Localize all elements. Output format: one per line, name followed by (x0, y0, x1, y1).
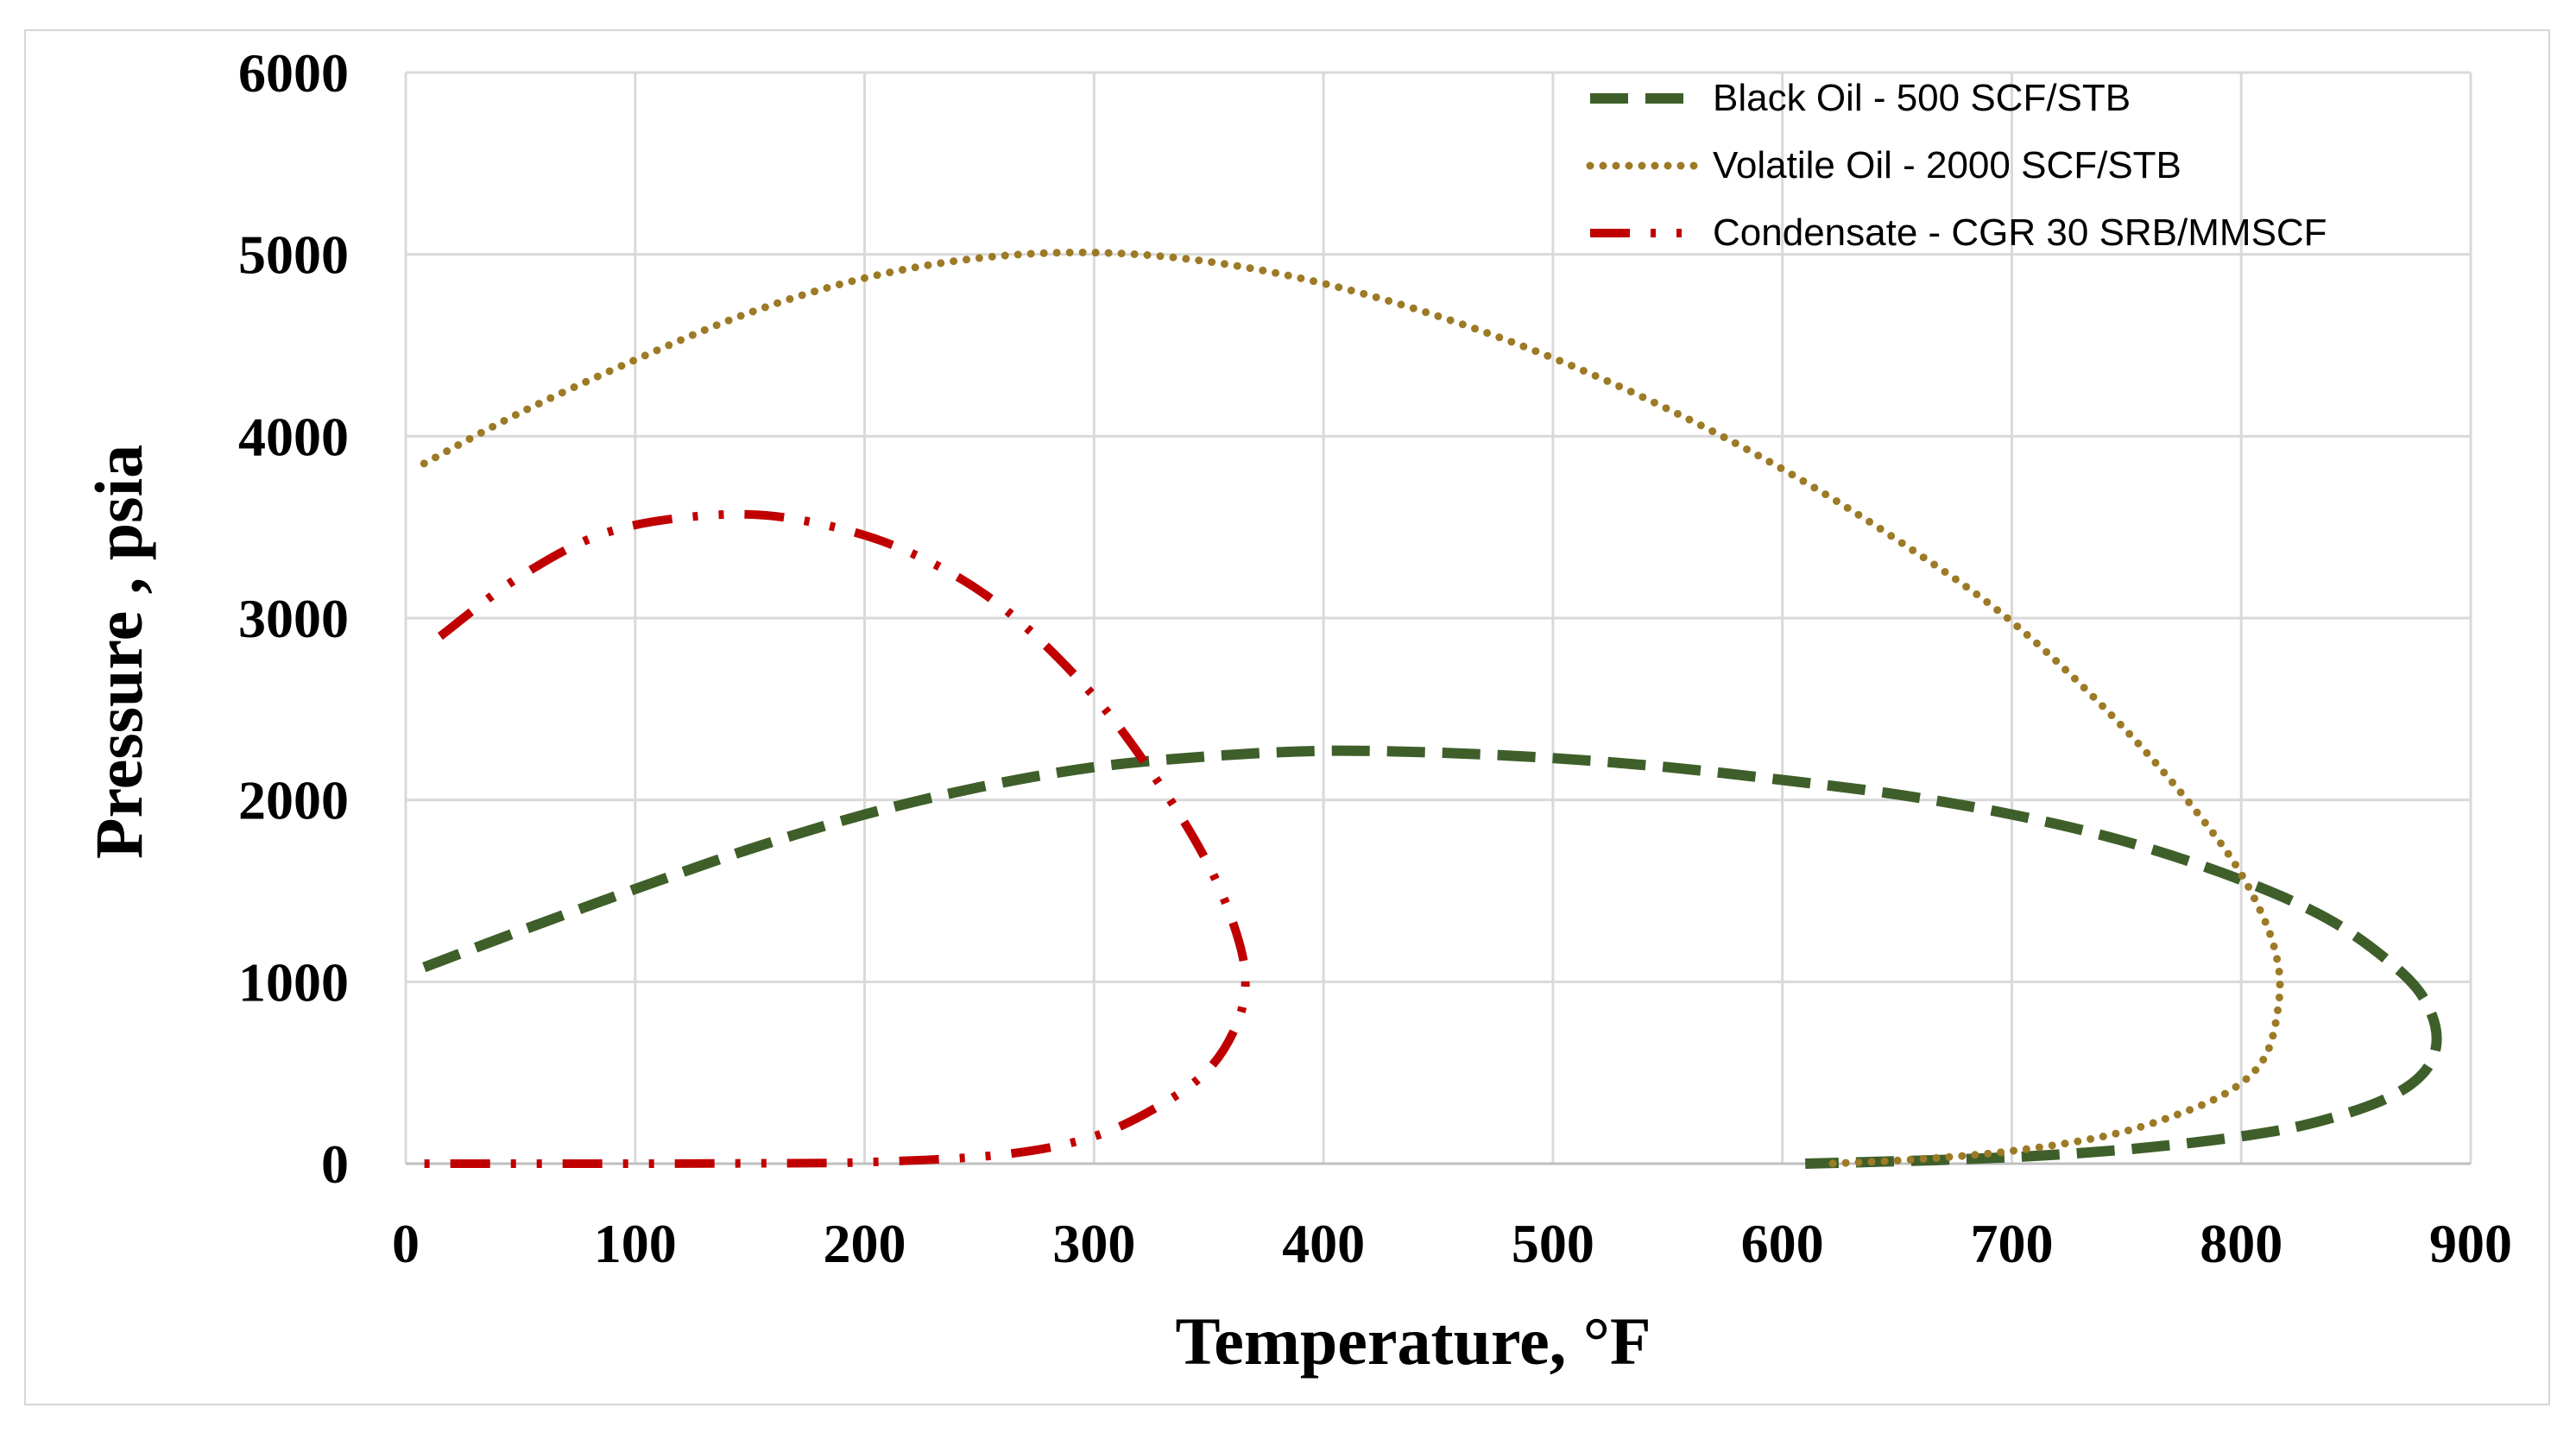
x-tick-label: 300 (1052, 1213, 1135, 1274)
x-tick-label: 700 (1970, 1213, 2053, 1274)
x-tick-label: 800 (2200, 1213, 2282, 1274)
x-tick-label: 400 (1282, 1213, 1365, 1274)
y-tick-label: 0 (321, 1133, 349, 1195)
x-tick-label: 0 (392, 1213, 420, 1274)
y-tick-label: 1000 (238, 951, 349, 1013)
x-tick-label: 100 (594, 1213, 677, 1274)
y-tick-label: 3000 (238, 588, 349, 649)
x-tick-label: 500 (1512, 1213, 1594, 1274)
volatile-oil-legend-label: Volatile Oil - 2000 SCF/STB (1713, 144, 2181, 186)
black-oil-legend-label: Black Oil - 500 SCF/STB (1713, 77, 2131, 119)
series-lines (406, 248, 2442, 1169)
black-oil-line (422, 745, 2442, 1169)
y-axis-title: Pressure , psia (81, 445, 156, 859)
y-tick-label: 5000 (238, 224, 349, 286)
x-tick-label: 900 (2429, 1213, 2512, 1274)
legend: Black Oil - 500 SCF/STB Volatile Oil - 20… (1586, 77, 2327, 254)
x-tick-label: 200 (824, 1213, 906, 1274)
condensate-legend-label: Condensate - CGR 30 SRB/MMSCF (1713, 211, 2327, 254)
chart-frame (24, 29, 2550, 1405)
y-tick-label: 2000 (238, 770, 349, 831)
x-axis-title: Temperature, °F (1175, 1304, 1651, 1379)
y-tick-label: 4000 (238, 406, 349, 467)
x-tick-label: 600 (1741, 1213, 1824, 1274)
volatile-oil-line (420, 248, 2284, 1168)
y-tick-label: 6000 (238, 42, 349, 104)
tick-labels: 0 1000 2000 3000 4000 5000 6000 0 100 200 300 400 50… (238, 42, 2512, 1274)
condensate-line (406, 509, 1250, 1169)
